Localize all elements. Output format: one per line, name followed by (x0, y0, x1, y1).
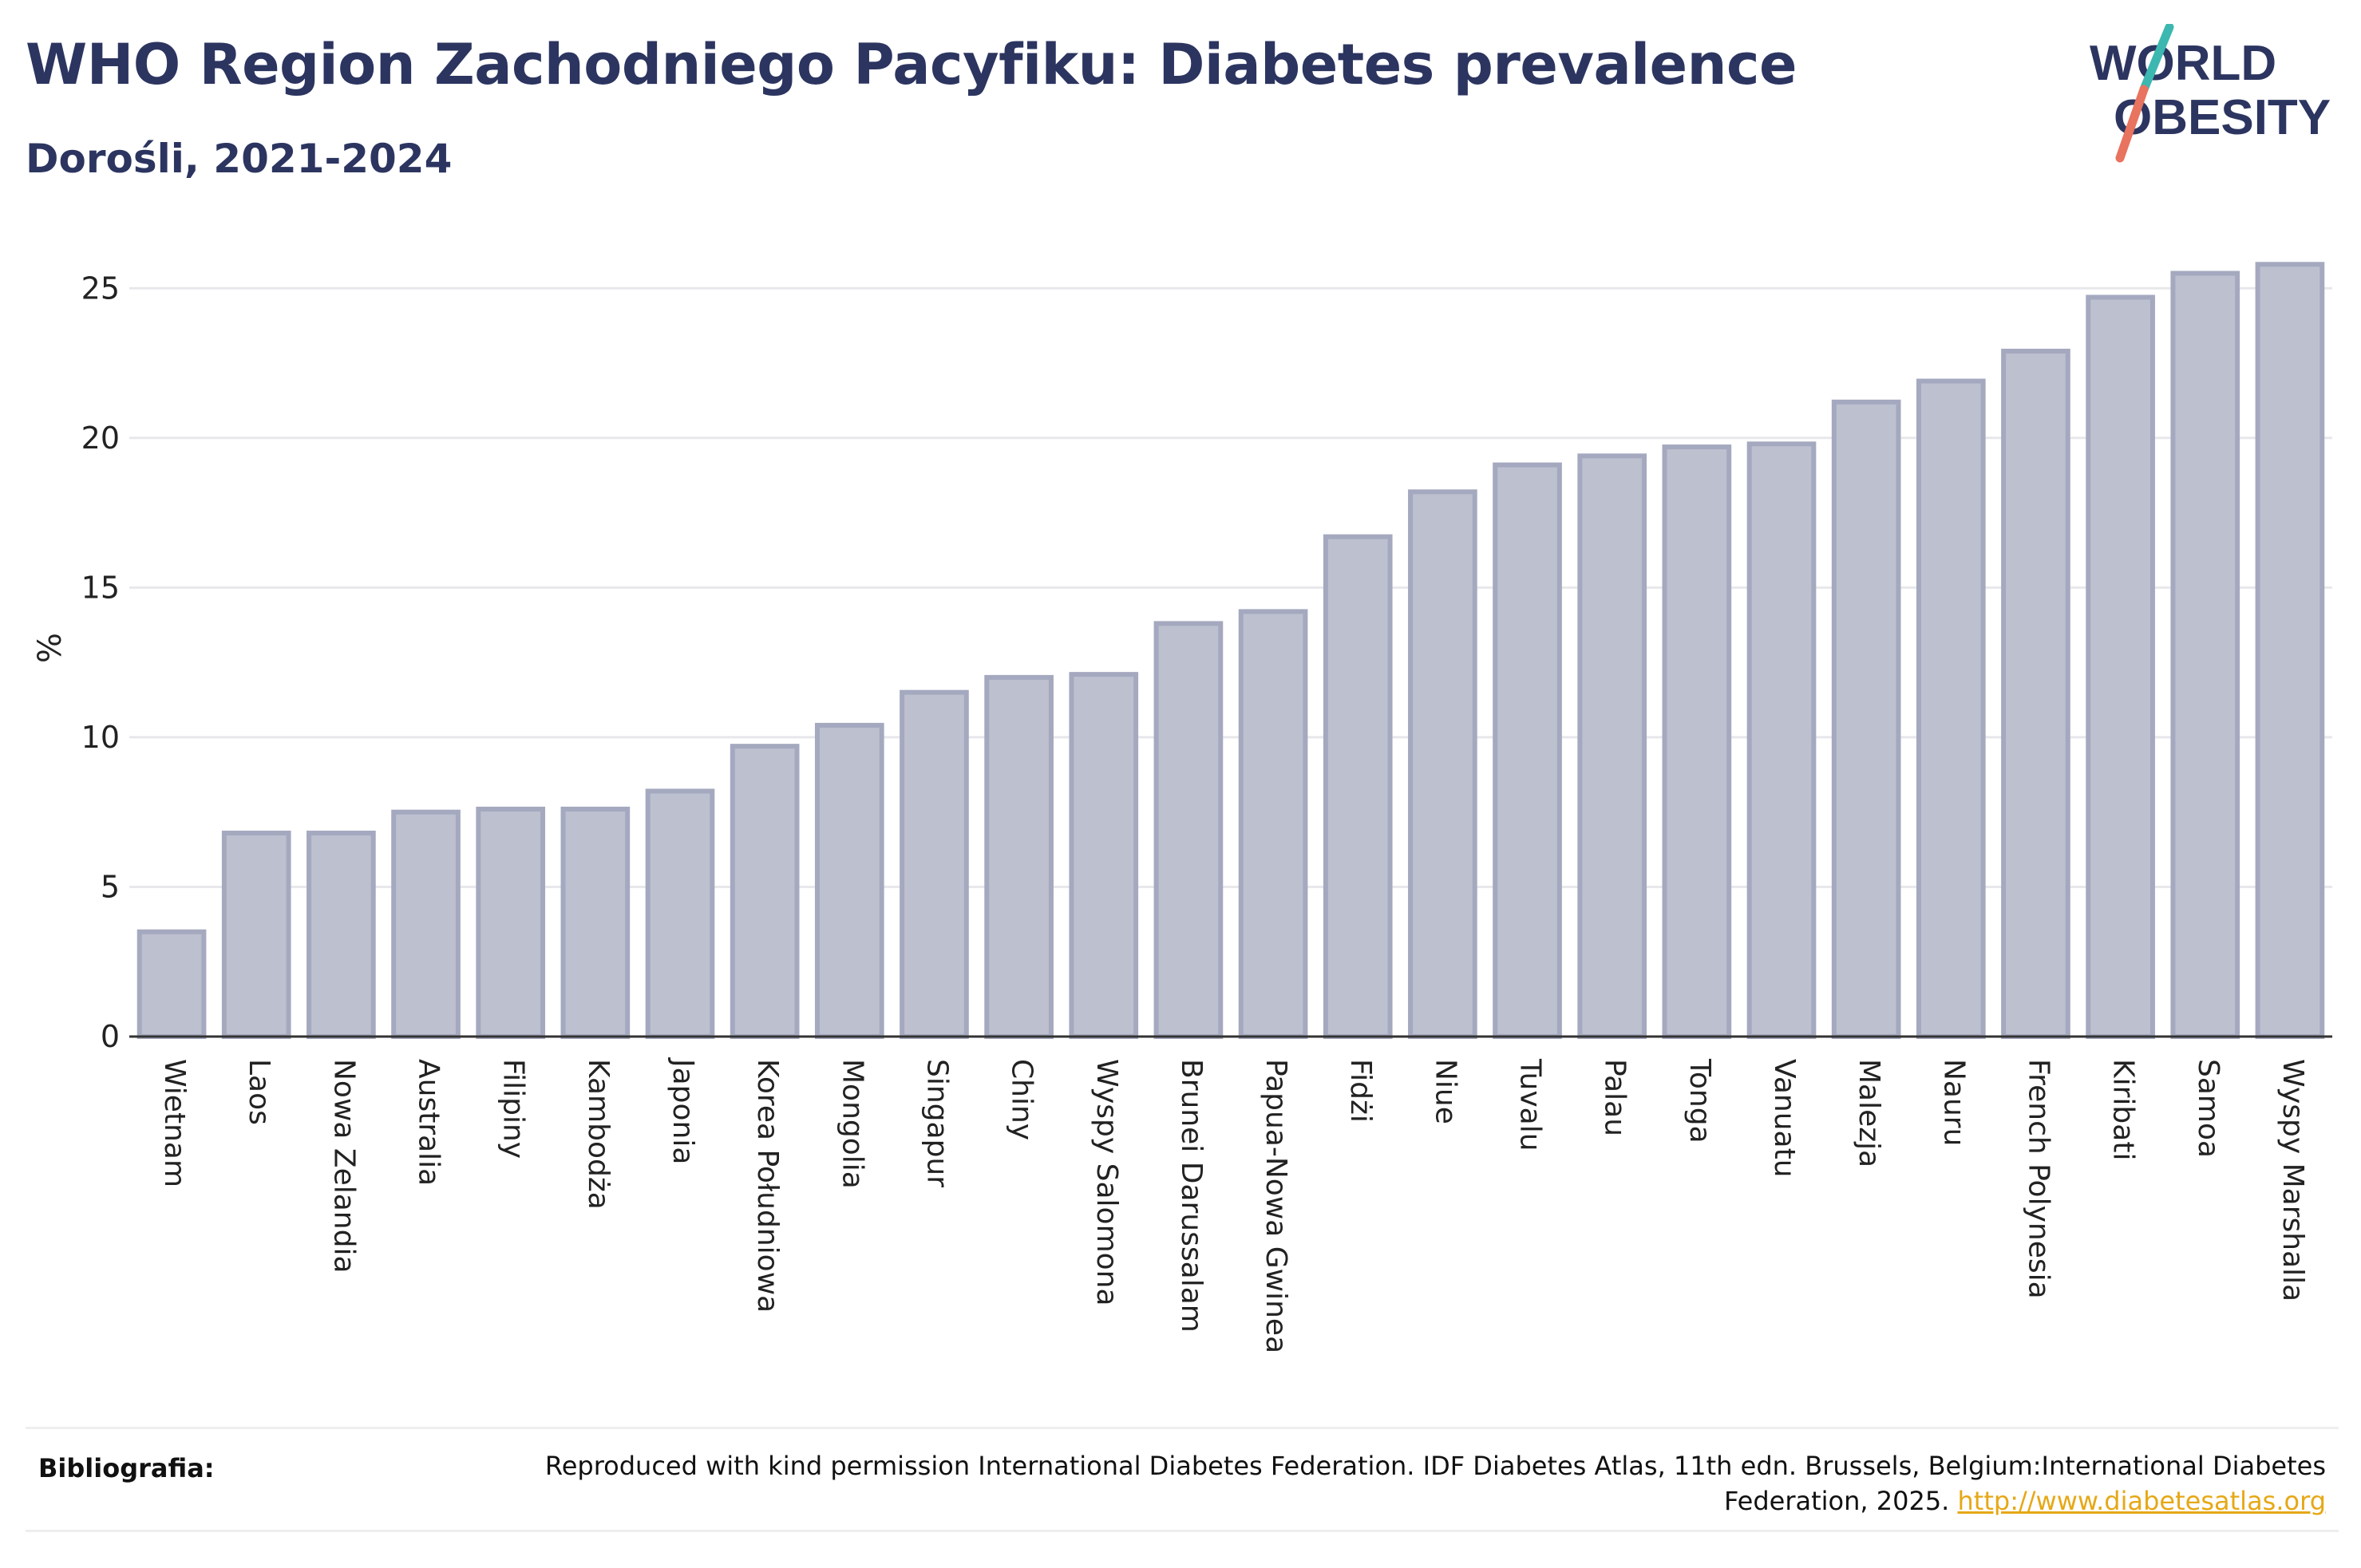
x-tick-label: Chiny (1006, 1059, 1038, 1140)
y-tick-label: 20 (81, 421, 120, 456)
bar (221, 830, 291, 1039)
bar (1153, 621, 1224, 1039)
bar (476, 806, 546, 1039)
x-tick-label: Filipiny (497, 1059, 530, 1159)
x-tick-label: Japonia (666, 1057, 699, 1164)
x-tick-label: Papua-Nowa Gwinea (1260, 1059, 1292, 1353)
x-tick-label: Vanuatu (1768, 1059, 1801, 1178)
logo-slash-top (2139, 24, 2174, 94)
y-tick-label: 15 (81, 570, 120, 605)
x-tick-label: Fidżi (1344, 1059, 1377, 1123)
y-axis-label: % (32, 633, 69, 663)
logo-slash-bottom (2115, 85, 2149, 163)
bar (1069, 672, 1139, 1039)
x-tick-label: Samoa (2192, 1059, 2225, 1158)
x-tick-label: Niue (1429, 1059, 1461, 1124)
bibliography-body: Reproduced with kind permission Internat… (544, 1451, 2326, 1516)
world-obesity-logo: WORLD OBESITY (2090, 24, 2331, 163)
bar (1916, 378, 1986, 1039)
bar (1323, 534, 1393, 1039)
x-tick-label: Laos (243, 1059, 275, 1125)
y-tick-label: 0 (101, 1019, 120, 1054)
x-tick-label: Australia (413, 1059, 445, 1186)
y-tick-label: 25 (81, 271, 120, 306)
bar (391, 809, 461, 1039)
x-tick-label: Wyspy Marshalla (2276, 1059, 2309, 1301)
bar (560, 806, 631, 1039)
bar (1577, 453, 1647, 1039)
bar (1238, 609, 1308, 1039)
y-tick-label: 10 (81, 720, 120, 755)
bibliography-text: Reproduced with kind permission Internat… (490, 1448, 2326, 1519)
bar (2086, 294, 2155, 1039)
bar (1662, 444, 1732, 1039)
x-tick-label: Nowa Zelandia (327, 1059, 360, 1274)
bibliography-link[interactable]: http://www.diabetesatlas.org (1957, 1486, 2326, 1516)
x-tick-label: Korea Południowa (751, 1059, 784, 1313)
bar (984, 674, 1054, 1039)
logo-line1: WORLD (2090, 36, 2276, 91)
bar (1408, 489, 1477, 1039)
x-tick-label: Kiribati (2107, 1059, 2140, 1160)
x-tick-label: Wyspy Salomona (1090, 1059, 1123, 1306)
bar (900, 689, 969, 1039)
bar (2255, 262, 2325, 1039)
x-tick-label: Singapur (920, 1059, 953, 1187)
x-tick-label: Mongolia (836, 1059, 868, 1189)
logo-line2: OBESITY (2114, 90, 2331, 145)
bar (1831, 399, 1901, 1039)
x-tick-label: Tonga (1683, 1058, 1716, 1143)
page-title: WHO Region Zachodniego Pacyfiku: Diabete… (26, 32, 1797, 97)
x-tick-label: Tuvalu (1514, 1058, 1547, 1151)
bar (645, 788, 715, 1040)
x-tick-label: Kambodża (582, 1059, 615, 1210)
bar (2001, 349, 2070, 1040)
bar (1493, 462, 1562, 1039)
bar (730, 744, 800, 1040)
bar (1746, 441, 1817, 1039)
x-tick-label: Nauru (1937, 1059, 1970, 1146)
x-tick-label: Wietnam (158, 1059, 191, 1187)
bar (814, 722, 884, 1040)
footer: Bibliografia: Reproduced with kind permi… (26, 1427, 2339, 1532)
bar (136, 929, 207, 1040)
x-tick-label: Brunei Darussalam (1175, 1059, 1208, 1333)
x-tick-label: Malezja (1853, 1059, 1885, 1167)
x-tick-label: Palau (1599, 1059, 1631, 1136)
x-tick-label: French Polynesia (2022, 1059, 2055, 1299)
page-subtitle: Dorośli, 2021-2024 (26, 136, 453, 182)
bar (2170, 271, 2240, 1039)
y-tick-label: 5 (101, 869, 120, 904)
bar (306, 830, 376, 1039)
bibliography-label: Bibliografia: (38, 1453, 215, 1483)
